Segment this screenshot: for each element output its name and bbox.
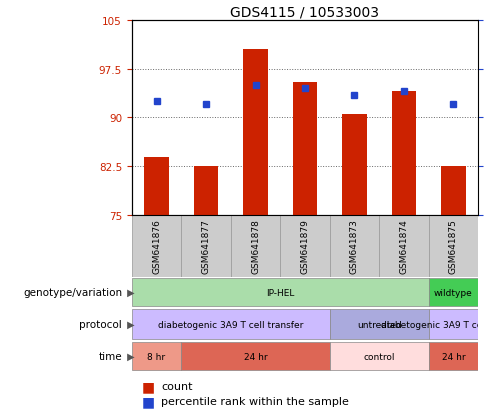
Text: count: count [161,381,193,391]
Text: diabetogenic 3A9 T cell transfer: diabetogenic 3A9 T cell transfer [381,320,488,329]
Text: GSM641879: GSM641879 [301,219,309,274]
Bar [132,343,181,370]
Text: diabetogenic 3A9 T cell transfer: diabetogenic 3A9 T cell transfer [158,320,304,329]
Text: 24 hr: 24 hr [244,352,267,361]
Bar [342,115,367,216]
Text: IP-HEL: IP-HEL [266,288,294,297]
Bar [132,278,429,306]
Bar [330,343,429,370]
Text: 8 hr: 8 hr [147,352,165,361]
Bar [441,167,466,216]
Text: wildtype: wildtype [434,288,473,297]
Text: GSM641877: GSM641877 [202,219,210,274]
Text: ■: ■ [142,394,155,408]
Bar [181,343,330,370]
Text: ▶: ▶ [124,287,135,297]
Bar [194,167,219,216]
Text: 24 hr: 24 hr [442,352,465,361]
Title: GDS4115 / 10533003: GDS4115 / 10533003 [230,5,380,19]
Text: ▶: ▶ [124,351,135,361]
Bar [429,309,478,339]
Text: GSM641875: GSM641875 [449,219,458,274]
Text: GSM641876: GSM641876 [152,219,161,274]
Text: control: control [364,352,395,361]
Bar [429,216,478,277]
Bar [243,50,268,216]
Text: genotype/variation: genotype/variation [23,287,122,297]
Bar [330,309,429,339]
Text: untreated: untreated [357,320,402,329]
Text: GSM641878: GSM641878 [251,219,260,274]
Bar [231,216,280,277]
Text: GSM641873: GSM641873 [350,219,359,274]
Text: protocol: protocol [79,319,122,329]
Bar [379,216,429,277]
Bar [429,278,478,306]
Bar [280,216,330,277]
Text: ■: ■ [142,379,155,393]
Bar [293,83,317,216]
Text: percentile rank within the sample: percentile rank within the sample [161,396,349,406]
Bar [181,216,231,277]
Text: time: time [99,351,122,361]
Bar [132,309,330,339]
Text: GSM641874: GSM641874 [400,219,408,274]
Bar [132,216,181,277]
Bar [429,343,478,370]
Bar [144,157,169,216]
Text: ▶: ▶ [124,319,135,329]
Bar [392,92,416,216]
Bar [330,216,379,277]
